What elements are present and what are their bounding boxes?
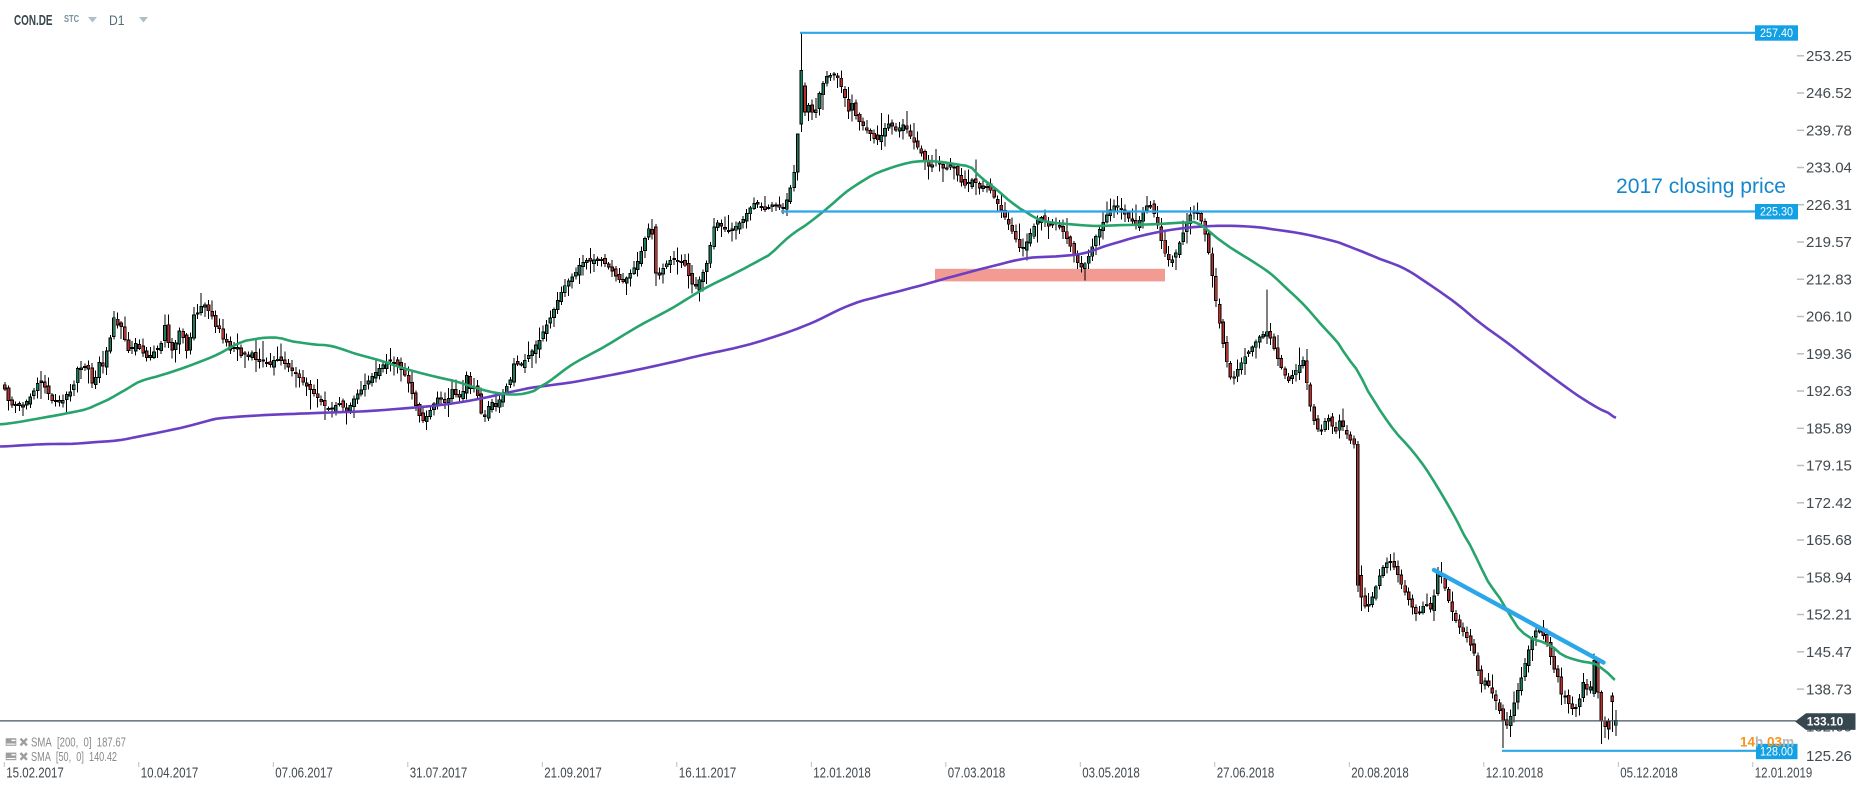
svg-text:D1: D1 <box>109 12 125 28</box>
svg-text:SMA [50, 0] 140.42: SMA [50, 0] 140.42 <box>31 750 117 764</box>
svg-text:185.89: 185.89 <box>1806 421 1852 438</box>
svg-text:199.36: 199.36 <box>1806 346 1852 363</box>
svg-text:CON.DE: CON.DE <box>14 12 53 29</box>
svg-text:2017 closing price: 2017 closing price <box>1616 175 1786 198</box>
svg-text:128.00: 128.00 <box>1760 747 1793 759</box>
svg-text:246.52: 246.52 <box>1806 85 1852 102</box>
svg-text:12.01.2018: 12.01.2018 <box>813 765 871 782</box>
svg-text:SMA [200, 0] 187.67: SMA [200, 0] 187.67 <box>31 736 126 750</box>
svg-text:31.07.2017: 31.07.2017 <box>410 765 468 782</box>
svg-text:05.12.2018: 05.12.2018 <box>1620 765 1678 782</box>
svg-text:212.83: 212.83 <box>1806 272 1852 289</box>
svg-text:226.31: 226.31 <box>1806 197 1852 214</box>
svg-text:10.04.2017: 10.04.2017 <box>141 765 199 782</box>
svg-text:07.03.2018: 07.03.2018 <box>948 765 1006 782</box>
svg-text:16.11.2017: 16.11.2017 <box>679 765 737 782</box>
svg-text:STC: STC <box>64 13 79 25</box>
svg-text:253.25: 253.25 <box>1806 48 1852 65</box>
svg-text:125.26: 125.26 <box>1806 748 1852 765</box>
svg-text:239.78: 239.78 <box>1806 123 1852 140</box>
svg-text:03.05.2018: 03.05.2018 <box>1082 765 1140 782</box>
svg-text:219.57: 219.57 <box>1806 234 1852 251</box>
svg-text:14h 03m: 14h 03m <box>1740 735 1794 750</box>
svg-text:179.15: 179.15 <box>1806 458 1852 475</box>
svg-text:158.94: 158.94 <box>1806 570 1852 587</box>
svg-text:20.08.2018: 20.08.2018 <box>1351 765 1409 782</box>
svg-text:225.30: 225.30 <box>1760 207 1793 219</box>
svg-text:233.04: 233.04 <box>1806 160 1852 177</box>
svg-text:15.02.2017: 15.02.2017 <box>6 765 64 782</box>
svg-text:206.10: 206.10 <box>1806 309 1852 326</box>
svg-text:172.42: 172.42 <box>1806 495 1852 512</box>
svg-text:145.47: 145.47 <box>1806 644 1852 661</box>
svg-text:21.09.2017: 21.09.2017 <box>544 765 602 782</box>
svg-text:257.40: 257.40 <box>1760 28 1793 40</box>
svg-text:138.73: 138.73 <box>1806 681 1852 698</box>
svg-text:192.63: 192.63 <box>1806 383 1852 400</box>
svg-text:12.10.2018: 12.10.2018 <box>1486 765 1544 782</box>
svg-text:133.10: 133.10 <box>1807 715 1844 729</box>
svg-text:12.01.2019: 12.01.2019 <box>1755 765 1813 782</box>
svg-text:165.68: 165.68 <box>1806 532 1852 549</box>
svg-text:27.06.2018: 27.06.2018 <box>1217 765 1275 782</box>
svg-text:07.06.2017: 07.06.2017 <box>275 765 333 782</box>
svg-text:152.21: 152.21 <box>1806 607 1852 624</box>
